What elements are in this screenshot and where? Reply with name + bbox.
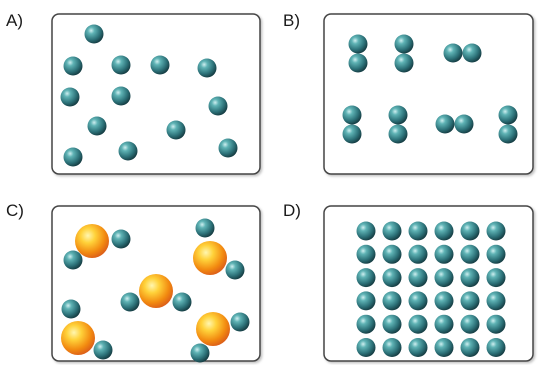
teal-atom: [408, 291, 428, 311]
teal-atom: [356, 338, 376, 357]
panel-d-frame: [323, 205, 534, 362]
teal-atom: [434, 338, 454, 357]
orange-atom: [61, 321, 95, 355]
teal-atom: [382, 338, 402, 357]
teal-atom: [197, 58, 217, 78]
teal-atom: [218, 138, 238, 158]
teal-atom: [342, 105, 362, 125]
teal-atom: [388, 124, 408, 144]
teal-atom: [460, 244, 480, 264]
teal-atom: [460, 291, 480, 311]
panel-c: C): [6, 201, 261, 363]
orange-atom: [196, 312, 230, 346]
teal-atom: [408, 244, 428, 264]
teal-atom: [460, 314, 480, 334]
teal-atom: [172, 292, 192, 312]
teal-atom: [356, 221, 376, 241]
teal-atom: [63, 250, 83, 270]
teal-atom: [434, 221, 454, 241]
teal-atom: [486, 221, 506, 241]
teal-atom: [498, 124, 518, 144]
teal-atom: [348, 53, 368, 73]
teal-atom: [356, 268, 376, 288]
panel-a-label: A): [6, 11, 23, 30]
teal-atom: [388, 105, 408, 125]
teal-atom: [408, 221, 428, 241]
teal-atom: [382, 291, 402, 311]
teal-atom: [208, 96, 228, 116]
panel-b-atoms: [342, 34, 518, 144]
panel-b: B): [283, 11, 534, 175]
teal-atom: [434, 314, 454, 334]
teal-atom: [462, 43, 482, 63]
teal-atom: [382, 221, 402, 241]
panel-b-label: B): [283, 11, 300, 30]
teal-atom: [434, 268, 454, 288]
teal-atom: [356, 291, 376, 311]
teal-atom: [230, 312, 250, 332]
panel-a-frame: [51, 13, 261, 175]
teal-atom: [356, 244, 376, 264]
teal-atom: [356, 314, 376, 334]
teal-atom: [435, 114, 455, 134]
teal-atom: [111, 229, 131, 249]
orange-atom: [193, 241, 227, 275]
teal-atom: [486, 314, 506, 334]
teal-atom: [93, 340, 113, 360]
teal-atom: [434, 291, 454, 311]
panel-c-atoms: [61, 218, 250, 363]
teal-atom: [84, 24, 104, 44]
orange-atom: [75, 224, 109, 258]
teal-atom: [454, 114, 474, 134]
orange-atom: [139, 274, 173, 308]
teal-atom: [150, 55, 170, 75]
teal-atom: [63, 147, 83, 167]
teal-atom: [408, 268, 428, 288]
teal-atom: [61, 299, 81, 319]
panel-c-label: C): [6, 201, 24, 220]
teal-atom: [195, 218, 215, 238]
teal-atom: [342, 124, 362, 144]
teal-atom: [443, 43, 463, 63]
teal-atom: [382, 314, 402, 334]
teal-atom: [118, 141, 138, 161]
teal-atom: [460, 221, 480, 241]
teal-atom: [166, 120, 186, 140]
teal-atom: [394, 53, 414, 73]
teal-atom: [190, 343, 210, 363]
teal-atom: [120, 292, 140, 312]
teal-atom: [382, 268, 402, 288]
teal-atom: [486, 268, 506, 288]
teal-atom: [486, 291, 506, 311]
teal-atom: [60, 87, 80, 107]
teal-atom: [408, 338, 428, 357]
panel-d-atoms: [356, 221, 506, 357]
teal-atom: [87, 116, 107, 136]
teal-atom: [63, 56, 83, 76]
teal-atom: [111, 55, 131, 75]
panel-d: D): [283, 201, 534, 362]
panel-a: A): [6, 11, 261, 175]
teal-atom: [498, 105, 518, 125]
teal-atom: [434, 244, 454, 264]
teal-atom: [394, 34, 414, 54]
teal-atom: [486, 244, 506, 264]
teal-atom: [486, 338, 506, 357]
teal-atom: [225, 260, 245, 280]
panel-a-atoms: [60, 24, 238, 167]
teal-atom: [460, 338, 480, 357]
teal-atom: [460, 268, 480, 288]
teal-atom: [408, 314, 428, 334]
teal-atom: [382, 244, 402, 264]
teal-atom: [348, 34, 368, 54]
teal-atom: [111, 86, 131, 106]
panel-d-label: D): [283, 201, 301, 220]
